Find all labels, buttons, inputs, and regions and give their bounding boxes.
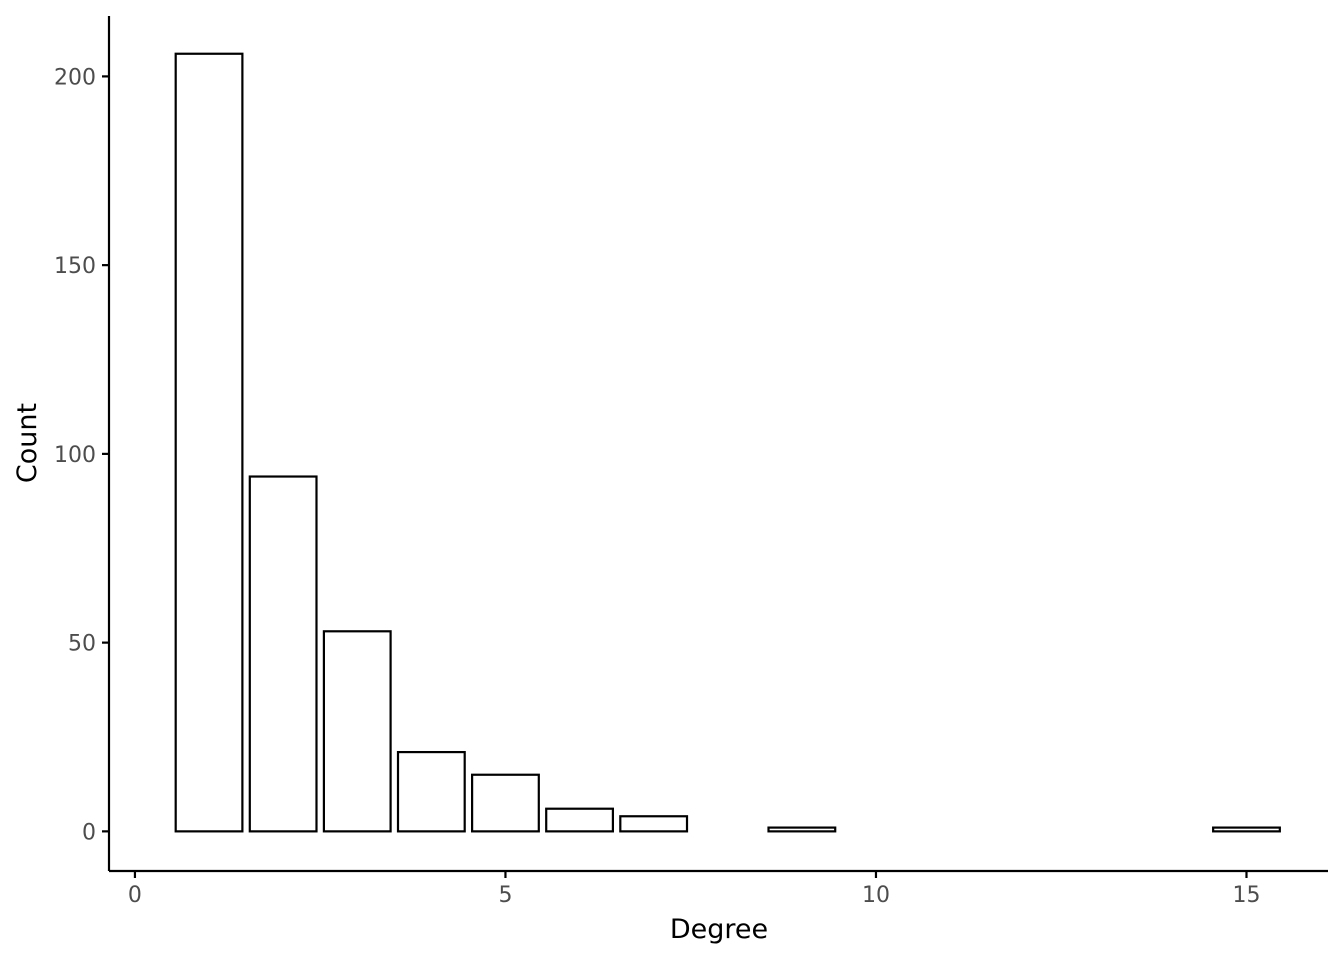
y-axis-title: Count [12,403,43,483]
y-tick-label: 150 [54,254,96,279]
bar-degree-1 [174,52,244,833]
bar-degree-2 [248,475,318,833]
x-tick-label: 15 [1232,883,1260,908]
y-tick-label: 50 [68,632,96,657]
bar-degree-7 [619,815,689,833]
y-tick-label: 200 [54,65,96,90]
x-tick-label: 5 [498,883,512,908]
y-tick-label: 0 [82,820,96,845]
bar-degree-4 [396,750,466,833]
x-tick-label: 10 [862,883,890,908]
bar-degree-5 [471,773,540,833]
bar-degree-6 [545,807,615,833]
x-axis-ticks: 0 5 10 15 [128,871,1260,908]
y-axis-ticks: 0 50 100 150 200 [54,65,109,845]
x-axis-title: Degree [670,914,768,945]
bar-degree-9 [767,826,837,833]
y-tick-label: 100 [54,443,96,468]
bars-group [174,52,1281,833]
bar-degree-15 [1212,826,1281,833]
bar-degree-3 [322,630,392,833]
x-tick-label: 0 [128,883,142,908]
